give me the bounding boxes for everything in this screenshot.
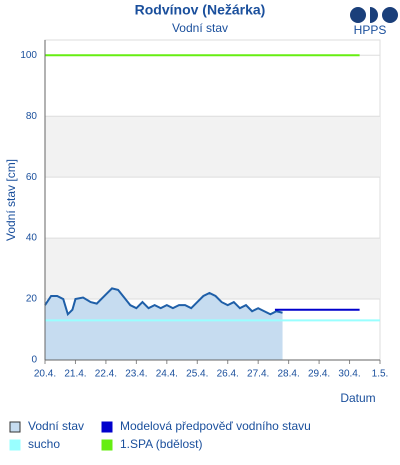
x-tick-label: 26.4. <box>217 369 239 380</box>
y-axis-label: Vodní stav [cm] <box>4 159 18 241</box>
logo-dot <box>370 7 378 23</box>
grid-band <box>45 116 380 178</box>
x-tick-label: 25.4. <box>186 369 208 380</box>
x-tick-label: 30.4. <box>338 369 360 380</box>
x-tick-label: 1.5. <box>372 369 389 380</box>
legend-label: 1.SPA (bdělost) <box>120 437 203 451</box>
legend-swatch <box>9 421 21 433</box>
y-tick-label: 40 <box>26 233 38 244</box>
logo: HPPS <box>350 7 398 37</box>
x-tick-label: 22.4. <box>95 369 117 380</box>
x-tick-label: 23.4. <box>125 369 147 380</box>
logo-dot <box>350 7 366 23</box>
legend-swatch <box>9 439 21 451</box>
x-tick-label: 21.4. <box>64 369 86 380</box>
x-axis-label: Datum <box>340 391 375 405</box>
legend-label: Modelová předpověď vodního stavu <box>120 419 311 433</box>
x-tick-label: 28.4. <box>278 369 300 380</box>
area <box>45 288 283 360</box>
legend-swatch <box>101 439 113 451</box>
x-tick-label: 29.4. <box>308 369 330 380</box>
grid-band <box>45 238 380 300</box>
x-tick-label: 24.4. <box>156 369 178 380</box>
y-tick-label: 0 <box>31 355 37 366</box>
x-tick-label: 27.4. <box>247 369 269 380</box>
y-tick-label: 20 <box>26 294 38 305</box>
y-tick-label: 80 <box>26 111 38 122</box>
chart-subtitle: Vodní stav <box>172 21 228 35</box>
legend-label: sucho <box>28 437 60 451</box>
x-tick-label: 20.4. <box>34 369 56 380</box>
logo-dot <box>382 7 398 23</box>
legend-swatch <box>101 421 113 433</box>
line <box>44 287 283 317</box>
y-tick-label: 100 <box>20 50 37 61</box>
legend-label: Vodní stav <box>28 419 84 433</box>
y-tick-label: 60 <box>26 172 38 183</box>
logo-text: HPPS <box>354 23 387 37</box>
chart-title: Rodvínov (Nežárka) <box>135 2 266 18</box>
